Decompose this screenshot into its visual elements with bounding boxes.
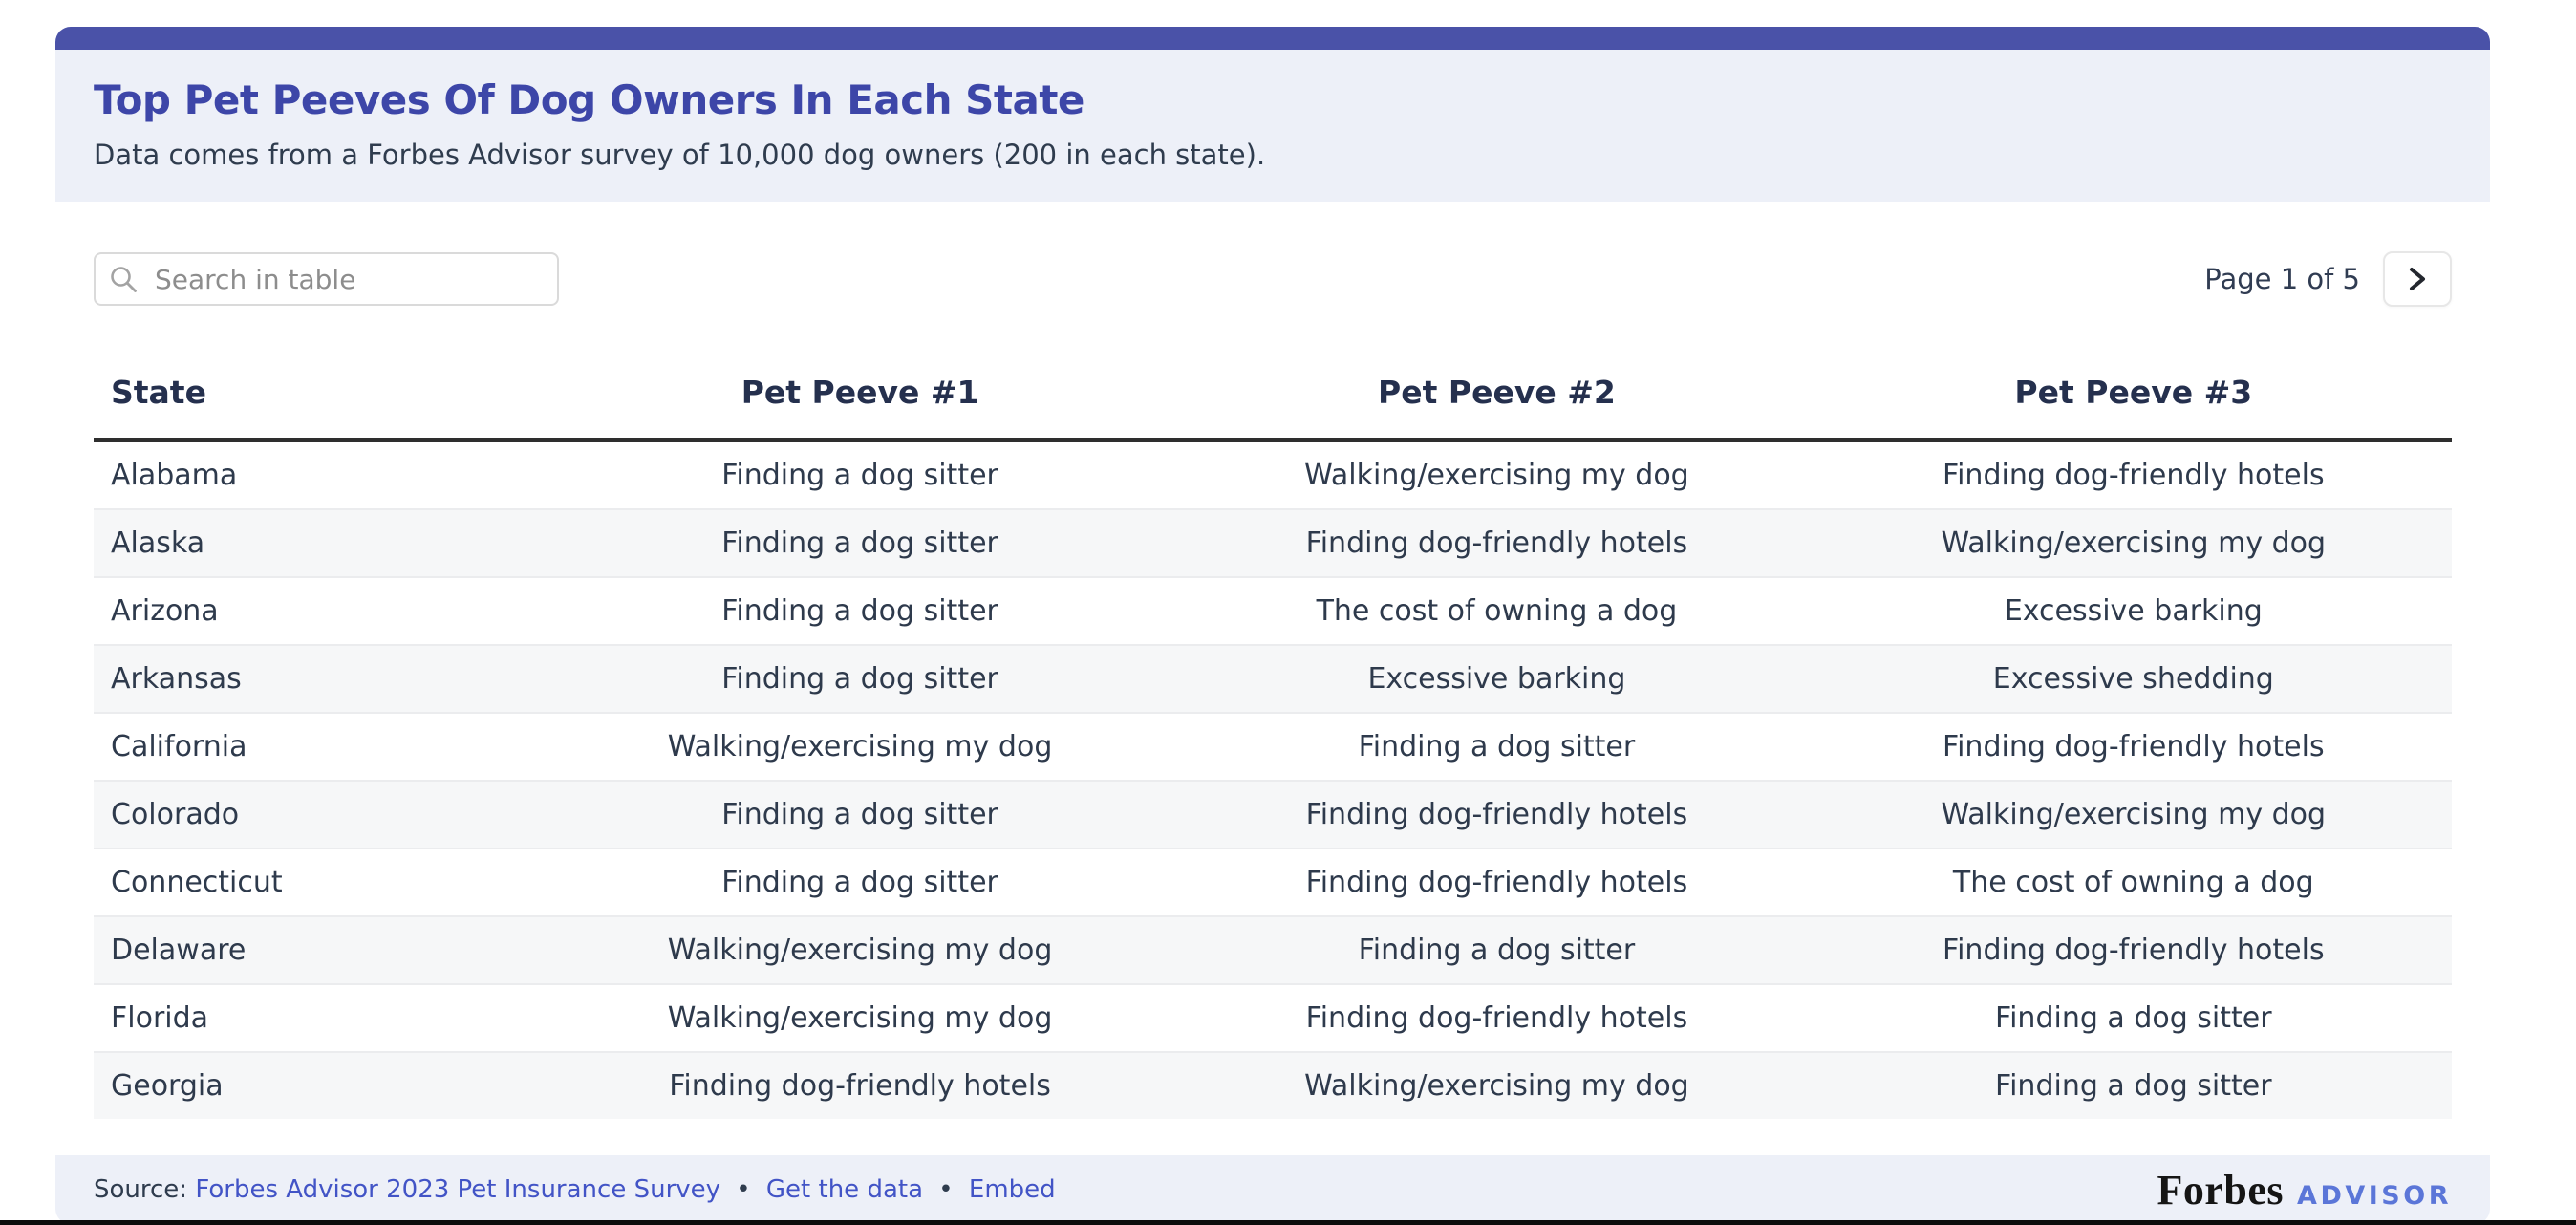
viewport-bottom-edge bbox=[0, 1220, 2576, 1225]
peeve-cell: Finding a dog sitter bbox=[1178, 712, 1815, 781]
peeve-cell: Finding dog-friendly hotels bbox=[1178, 780, 1815, 849]
magnifier-icon bbox=[111, 267, 137, 292]
peeve-cell: Finding a dog sitter bbox=[541, 780, 1179, 849]
peeve-cell: Finding a dog sitter bbox=[1814, 983, 2452, 1052]
peeve-cell: Finding dog-friendly hotels bbox=[1943, 459, 2325, 492]
peeve-cell: Finding dog-friendly hotels bbox=[1814, 915, 2452, 984]
table-row: Georgia Finding dog-friendly hotels Walkin… bbox=[94, 1051, 2452, 1119]
table-row: Arkansas Finding a dog sitter Excessive ba… bbox=[94, 644, 2452, 713]
table-row: California Walking/exercising my dog Findi… bbox=[94, 712, 2452, 781]
state-cell: California bbox=[94, 712, 542, 781]
peeve-cell: Finding a dog sitter bbox=[541, 644, 1179, 713]
state-cell: Alaska bbox=[94, 508, 542, 577]
table-row: Colorado Finding a dog sitter Finding dog-… bbox=[94, 780, 2452, 849]
state-cell: Delaware bbox=[94, 915, 542, 984]
table-row: Arizona Finding a dog sitter The cost of o… bbox=[94, 576, 2452, 645]
peeve-cell: Finding dog-friendly hotels bbox=[1814, 712, 2452, 781]
forbes-table-widget: Top Pet Peeves Of Dog Owners In Each Sta… bbox=[55, 27, 2490, 1224]
peeve-cell: Finding dog-friendly hotels bbox=[1178, 508, 1815, 577]
peeve-cell: Finding a dog sitter bbox=[1178, 915, 1815, 984]
peeve-cell: Finding a dog sitter bbox=[541, 508, 1179, 577]
separator-dot: • bbox=[938, 1175, 954, 1204]
get-the-data-link[interactable]: Get the data bbox=[765, 1175, 924, 1204]
peeve-cell: Walking/exercising my dog bbox=[541, 712, 1179, 781]
peeve-cell: The cost of owning a dog bbox=[1814, 848, 2452, 916]
column-header-peeve-2[interactable]: Pet Peeve #2 bbox=[1178, 351, 1815, 442]
peeve-cell: Excessive barking bbox=[1814, 576, 2452, 645]
table-header-row: State Pet Peeve #1 Pet Peeve #2 Pet Peev… bbox=[94, 351, 2452, 442]
state-cell: Florida bbox=[94, 983, 542, 1052]
accent-topbar bbox=[55, 27, 2490, 50]
widget-header: Top Pet Peeves Of Dog Owners In Each Sta… bbox=[55, 50, 2490, 202]
table-row: Connecticut Finding a dog sitter Finding d… bbox=[94, 848, 2452, 916]
embed-link[interactable]: Embed bbox=[968, 1175, 1056, 1204]
peeve-cell: Excessive barking bbox=[1178, 644, 1815, 713]
table-row: Alaska Finding a dog sitter Finding dog-fr… bbox=[94, 508, 2452, 577]
table-row: Delaware Walking/exercising my dog Finding… bbox=[94, 915, 2452, 984]
forbes-advisor-logo[interactable]: Forbes ADVISOR bbox=[2157, 1166, 2452, 1214]
table-row: Alabama Finding a dog sitter Walking/exerc… bbox=[94, 441, 2452, 510]
peeve-cell: Walking/exercising my dog bbox=[1814, 508, 2452, 577]
pet-peeves-table: State Pet Peeve #1 Pet Peeve #2 Pet Peev… bbox=[94, 351, 2452, 1119]
state-cell: Connecticut bbox=[94, 848, 542, 916]
column-header-state[interactable]: State bbox=[94, 351, 542, 442]
page-subtitle: Data comes from a Forbes Advisor survey … bbox=[94, 139, 1266, 171]
state-cell: Arizona bbox=[94, 576, 542, 645]
widget-footer: Source: Forbes Advisor 2023 Pet Insuranc… bbox=[55, 1155, 2490, 1224]
peeve-cell: Excessive shedding bbox=[1814, 644, 2452, 713]
peeve-cell: Walking/exercising my dog bbox=[541, 983, 1179, 1052]
advisor-wordmark: ADVISOR bbox=[2297, 1180, 2452, 1211]
chevron-right-icon bbox=[2410, 268, 2425, 290]
peeve-cell: Finding a dog sitter bbox=[1814, 1051, 2452, 1119]
peeve-cell: Finding dog-friendly hotels bbox=[541, 1051, 1179, 1119]
peeve-cell: The cost of owning a dog bbox=[1178, 576, 1815, 645]
peeve-cell: Finding a dog sitter bbox=[541, 848, 1179, 916]
state-cell: Alabama bbox=[111, 459, 238, 492]
search-box bbox=[94, 252, 559, 306]
data-table-container: State Pet Peeve #1 Pet Peeve #2 Pet Peev… bbox=[94, 351, 2452, 1119]
forbes-wordmark: Forbes bbox=[2157, 1166, 2285, 1214]
state-cell: Arkansas bbox=[94, 644, 542, 713]
column-header-peeve-3[interactable]: Pet Peeve #3 bbox=[1814, 351, 2452, 442]
page-title: Top Pet Peeves Of Dog Owners In Each Sta… bbox=[94, 76, 1084, 123]
separator-dot: • bbox=[736, 1175, 751, 1204]
column-header-peeve-1[interactable]: Pet Peeve #1 bbox=[541, 351, 1179, 442]
peeve-cell: Walking/exercising my dog bbox=[1814, 780, 2452, 849]
peeve-cell: Finding a dog sitter bbox=[541, 576, 1179, 645]
peeve-cell: Walking/exercising my dog bbox=[541, 915, 1179, 984]
peeve-cell: Walking/exercising my dog bbox=[1178, 1051, 1815, 1119]
source-prefix: Source: bbox=[94, 1175, 188, 1204]
search-input[interactable] bbox=[94, 252, 559, 306]
peeve-cell: Finding a dog sitter bbox=[721, 459, 998, 492]
source-line: Source: Forbes Advisor 2023 Pet Insuranc… bbox=[94, 1175, 1056, 1204]
peeve-cell: Walking/exercising my dog bbox=[1304, 459, 1689, 492]
table-row: Florida Walking/exercising my dog Finding … bbox=[94, 983, 2452, 1052]
pagination: Page 1 of 5 bbox=[2204, 251, 2452, 307]
page-indicator: Page 1 of 5 bbox=[2204, 263, 2360, 295]
next-page-button[interactable] bbox=[2383, 251, 2452, 307]
state-cell: Georgia bbox=[94, 1051, 542, 1119]
peeve-cell: Finding dog-friendly hotels bbox=[1178, 983, 1815, 1052]
table-toolbar: Page 1 of 5 bbox=[94, 251, 2452, 307]
peeve-cell: Finding dog-friendly hotels bbox=[1178, 848, 1815, 916]
source-survey-link[interactable]: Forbes Advisor 2023 Pet Insurance Survey bbox=[195, 1175, 721, 1204]
state-cell: Colorado bbox=[94, 780, 542, 849]
